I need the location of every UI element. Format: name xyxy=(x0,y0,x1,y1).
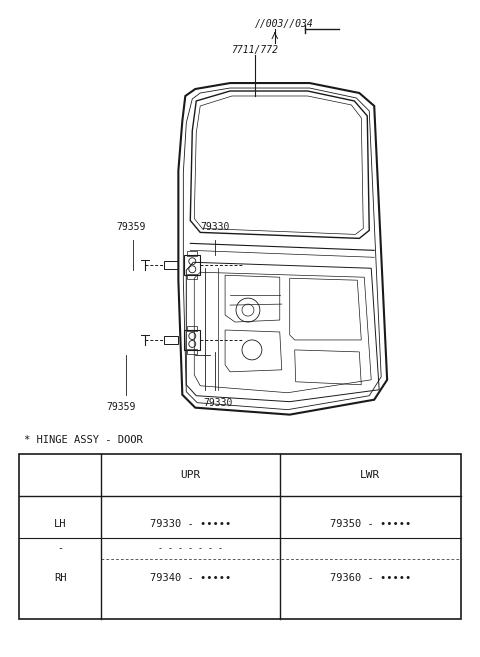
Bar xyxy=(19,455,461,619)
Text: RH: RH xyxy=(54,574,66,583)
Text: 79359: 79359 xyxy=(106,401,135,412)
Bar xyxy=(187,326,197,331)
Text: LH: LH xyxy=(54,518,66,529)
Text: 79330 - •••••: 79330 - ••••• xyxy=(150,518,231,529)
Text: 79340 - •••••: 79340 - ••••• xyxy=(150,574,231,583)
Text: * HINGE ASSY - DOOR: * HINGE ASSY - DOOR xyxy=(24,434,143,445)
Bar xyxy=(165,261,179,269)
Bar xyxy=(187,252,197,256)
Text: 79330: 79330 xyxy=(204,397,233,408)
Text: UPR: UPR xyxy=(180,470,201,480)
Bar xyxy=(165,336,179,344)
Text: //003//034: //003//034 xyxy=(255,19,314,30)
Text: 79360 - •••••: 79360 - ••••• xyxy=(330,574,411,583)
Text: 79330: 79330 xyxy=(201,223,230,233)
Bar xyxy=(187,349,197,354)
Text: 79359: 79359 xyxy=(116,223,145,233)
Text: - - - - - - -: - - - - - - - xyxy=(158,544,223,553)
Text: LWR: LWR xyxy=(360,470,380,480)
Bar xyxy=(187,274,197,279)
Text: 7711/772: 7711/772 xyxy=(231,45,278,55)
Text: -: - xyxy=(57,543,63,554)
Text: 79350 - •••••: 79350 - ••••• xyxy=(330,518,411,529)
